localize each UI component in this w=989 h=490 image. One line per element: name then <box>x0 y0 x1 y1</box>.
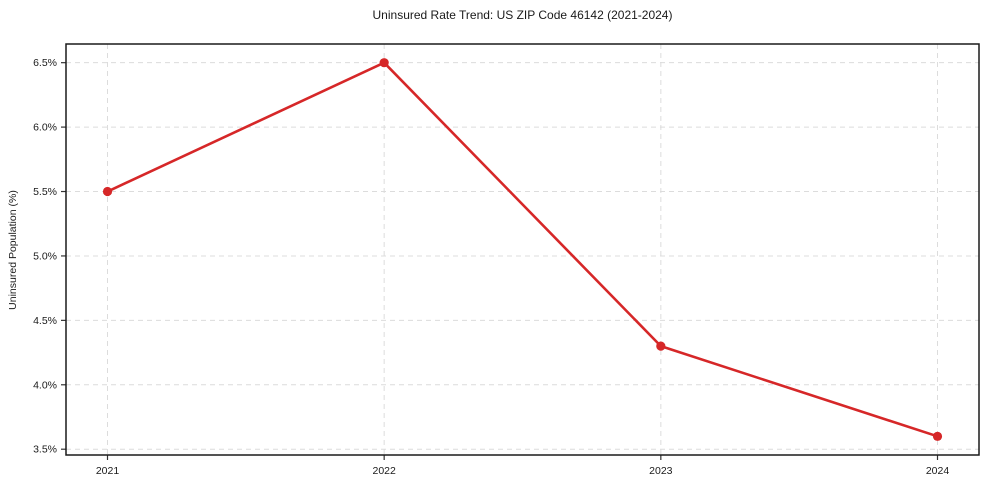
y-tick-label: 6.5% <box>33 57 57 69</box>
y-tick-label: 3.5% <box>33 444 57 456</box>
y-tick-label: 4.0% <box>33 379 57 391</box>
data-point-marker <box>656 341 666 351</box>
x-tick-label: 2022 <box>372 465 396 477</box>
data-line <box>106 61 939 438</box>
plot-border <box>65 43 980 456</box>
data-point-marker <box>102 186 113 197</box>
x-tick-label: 2023 <box>649 465 673 477</box>
x-tick-label: 2024 <box>926 465 950 477</box>
y-tick-label: 5.0% <box>33 250 57 262</box>
chart-title: Uninsured Rate Trend: US ZIP Code 46142 … <box>372 8 673 22</box>
data-point-marker <box>932 431 943 441</box>
data-point-marker <box>379 58 389 68</box>
y-tick-label: 4.5% <box>33 315 57 327</box>
y-tick-label: 6.0% <box>33 122 57 134</box>
y-tick-label: 5.5% <box>33 186 57 198</box>
x-tick-label: 2021 <box>96 465 120 477</box>
